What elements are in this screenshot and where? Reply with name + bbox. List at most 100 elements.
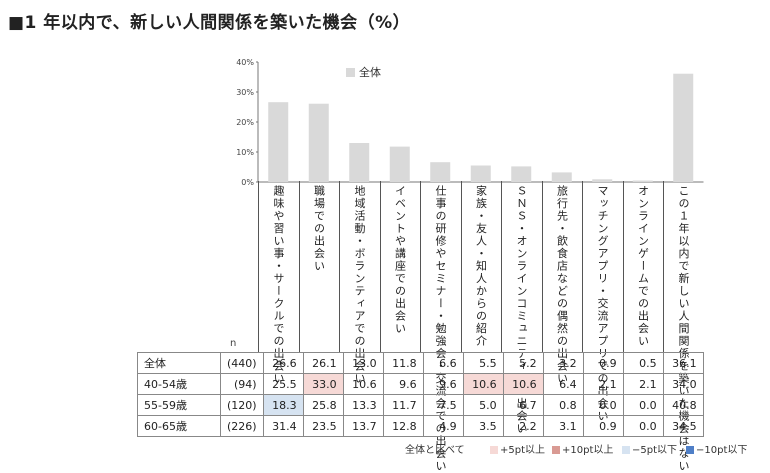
category-label: イベントや講座での出会い: [393, 185, 407, 335]
table-cell: 34.0: [662, 373, 704, 395]
category-label-cell: 地域活動・ボランティアでの出会い: [339, 181, 379, 385]
table-cell: 3.5: [462, 415, 504, 437]
table-cell: 0.0: [582, 394, 624, 416]
category-label-cell: 旅行先・飲食店などの偶然の出会い: [541, 181, 582, 385]
category-label: 職場での出会い: [312, 185, 326, 273]
bar-chart: 0% 10% 20% 30% 40% 全体: [236, 58, 704, 187]
category-label-cell: オンラインゲームでの出会い: [622, 181, 663, 352]
category-label: 旅行先・飲食店などの偶然の出会い: [555, 185, 569, 385]
table-cell: 3.2: [542, 352, 584, 374]
table-cell: 18.3: [262, 394, 304, 416]
swatch-minus5: [622, 446, 630, 454]
table-cell: 5.0: [462, 394, 504, 416]
y-tick-label: 30%: [236, 88, 254, 97]
row-sample-size: (94): [220, 373, 264, 395]
category-label-cell: イベントや講座での出会い: [379, 181, 420, 352]
footnote-minus5: −5pt以下: [622, 441, 677, 456]
data-table: 全体 (440) 26.6 26.1 13.0 11.8 6.6 5.5 5.2 3.2 0.9 0.…: [137, 352, 704, 437]
y-tick-label: 20%: [236, 118, 254, 127]
table-cell: 0.8: [542, 394, 584, 416]
footnote-compare: 全体と比べて: [405, 445, 465, 456]
row-sample-size: (226): [220, 415, 264, 437]
page-title: ■1 年以内で、新しい人間関係を築いた機会（%）: [8, 13, 411, 33]
table-cell: 25.8: [302, 394, 344, 416]
swatch-plus10: [552, 446, 560, 454]
row-label: 40-54歳: [137, 373, 221, 395]
table-cell: 12.8: [382, 415, 424, 437]
table-cell: 0.9: [582, 352, 624, 374]
table-cell: 6.7: [502, 394, 544, 416]
bar: [592, 179, 613, 182]
bar: [430, 162, 451, 182]
table-cell: 2.2: [502, 415, 544, 437]
footnote-minus10-label: −10pt以下: [696, 445, 748, 456]
bar: [268, 102, 289, 182]
category-label: ＳＮＳ・オンラインコミュニティでの出会い: [515, 185, 528, 435]
category-label: 地域活動・ボランティアでの出会い: [353, 185, 366, 385]
table-cell: 0.5: [622, 352, 664, 374]
footnote-plus10-label: +10pt以上: [562, 445, 614, 456]
bar: [673, 73, 694, 182]
category-label: この１年以内で新しい人間関係を築いた機会はない: [677, 185, 690, 473]
category-label-cell: この１年以内で新しい人間関係を築いた機会はない: [663, 181, 703, 473]
table-cell: 10.6: [462, 373, 504, 395]
category-label-cell: ＳＮＳ・オンラインコミュニティでの出会い: [501, 181, 541, 435]
n-column-header: n: [230, 338, 237, 349]
table-cell: 31.4: [262, 415, 304, 437]
table-cell: 13.7: [342, 415, 384, 437]
table-cell: 0.0: [622, 415, 664, 437]
footnote-plus5-label: +5pt以上: [500, 445, 546, 456]
bar: [511, 166, 532, 182]
y-tick-label: 10%: [236, 148, 254, 157]
table-row: 40-54歳 (94) 25.5 33.0 10.6 9.6 9.6 10.6 10.6 6.4 2…: [137, 373, 704, 395]
legend-label: 全体: [359, 65, 381, 79]
footnote-plus5: +5pt以上: [490, 441, 545, 456]
table-cell: 10.6: [342, 373, 384, 395]
table-cell: 6.4: [542, 373, 584, 395]
category-label-cell: 仕事の研修やセミナー・勉強会・交流会での出会い: [420, 181, 460, 473]
table-row: 55-59歳 (120) 18.3 25.8 13.3 11.7 7.5 5.0 6.7 0.8 0…: [137, 394, 704, 416]
bar: [551, 172, 572, 182]
table-cell: 13.3: [342, 394, 384, 416]
table-cell: 5.5: [462, 352, 504, 374]
table-cell: 6.6: [422, 352, 464, 374]
swatch-minus10: [686, 446, 694, 454]
table-cell: 36.1: [662, 352, 704, 374]
table-cell: 4.9: [422, 415, 464, 437]
table-cell: 2.1: [622, 373, 664, 395]
footnote-minus5-label: −5pt以下: [632, 445, 678, 456]
table-row: 全体 (440) 26.6 26.1 13.0 11.8 6.6 5.5 5.2 3.2 0.9 0.…: [137, 352, 704, 374]
table-cell: 13.0: [342, 352, 384, 374]
table-cell: 0.0: [622, 394, 664, 416]
table-cell: 10.6: [502, 373, 544, 395]
category-label: 仕事の研修やセミナー・勉強会・交流会での出会い: [434, 185, 447, 473]
y-tick-label: 0%: [241, 178, 254, 187]
table-cell: 9.6: [382, 373, 424, 395]
bar: [349, 143, 370, 182]
bar: [632, 180, 653, 182]
row-sample-size: (440): [220, 352, 264, 374]
row-label: 55-59歳: [137, 394, 221, 416]
legend-swatch: [346, 68, 355, 77]
bar: [470, 165, 491, 182]
row-label: 60-65歳: [137, 415, 221, 437]
row-sample-size: (120): [220, 394, 264, 416]
table-cell: 26.6: [262, 352, 304, 374]
table-cell: 5.2: [502, 352, 544, 374]
y-tick-label: 40%: [236, 58, 254, 67]
table-cell: 11.8: [382, 352, 424, 374]
table-cell: 34.5: [662, 415, 704, 437]
swatch-plus5: [490, 446, 498, 454]
table-cell: 3.1: [542, 415, 584, 437]
category-label-cell: マッチングアプリ・交流アプリでの出会い: [582, 181, 622, 423]
table-cell: 40.8: [662, 394, 704, 416]
bar: [308, 103, 329, 182]
footnote-plus10: +10pt以上: [552, 441, 613, 456]
category-label: マッチングアプリ・交流アプリでの出会い: [596, 185, 609, 423]
category-label-cell: 趣味や習い事・サークルでの出会い: [258, 181, 298, 385]
row-label: 全体: [137, 352, 221, 374]
table-cell: 9.6: [422, 373, 464, 395]
table-row: 60-65歳 (226) 31.4 23.5 13.7 12.8 4.9 3.5 2.2 3.1 0…: [137, 415, 704, 437]
category-label-cell: 家族・友人・知人からの紹介: [460, 181, 501, 352]
category-label: オンラインゲームでの出会い: [636, 185, 650, 348]
